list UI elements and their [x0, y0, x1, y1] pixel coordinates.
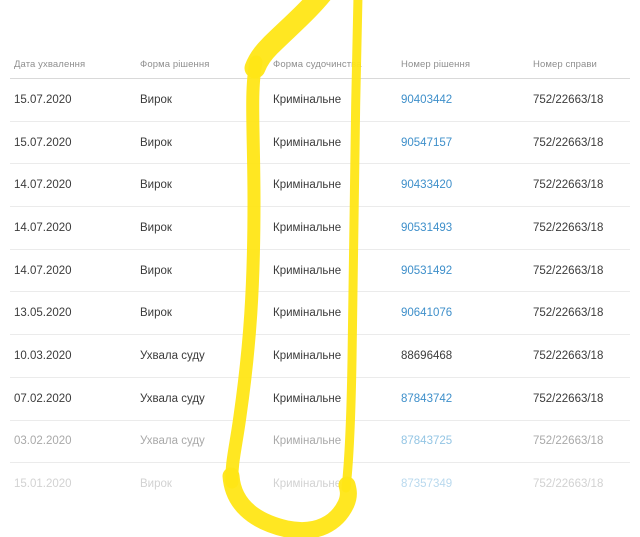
cell-date: 03.02.2020: [14, 435, 72, 448]
cell-proceeding-type: Кримінальне: [273, 435, 342, 448]
cell-decision-form: Вирок: [140, 136, 172, 149]
cell-proceeding-type: Кримінальне: [273, 221, 342, 234]
cell-decision-form: Вирок: [140, 221, 172, 234]
cell-decision-form: Ухвала суду: [140, 349, 205, 362]
cell-date: 15.07.2020: [14, 93, 72, 106]
cell-decision-form: Ухвала суду: [140, 392, 205, 405]
cell-proceeding-type: Кримінальне: [273, 478, 342, 491]
cell-proceeding-type: Кримінальне: [273, 179, 342, 192]
cell-case-number: 752/22663/18: [533, 136, 604, 149]
cell-case-number: 752/22663/18: [533, 435, 604, 448]
column-header-case-number: Номер справи: [533, 58, 597, 70]
cell-decision-form: Вирок: [140, 93, 172, 106]
table-row: 14.07.2020 Вирок Кримінальне 90433420 75…: [10, 164, 630, 208]
cell-decision-form: Вирок: [140, 264, 172, 277]
cell-proceeding-type: Кримінальне: [273, 136, 342, 149]
cell-proceeding-type: Кримінальне: [273, 264, 342, 277]
cell-date: 10.03.2020: [14, 349, 72, 362]
table-row: 15.01.2020 Вирок Кримінальне 87357349 75…: [10, 463, 630, 505]
decision-number-link[interactable]: 90641076: [401, 307, 453, 320]
decisions-table: Дата ухвалення Форма рішення Форма судоч…: [10, 50, 630, 505]
cell-proceeding-type: Кримінальне: [273, 392, 342, 405]
cell-case-number: 752/22663/18: [533, 264, 604, 277]
decision-number-link[interactable]: 90531492: [401, 264, 453, 277]
cell-case-number: 752/22663/18: [533, 349, 604, 362]
table-row: 15.07.2020 Вирок Кримінальне 90403442 75…: [10, 79, 630, 122]
cell-case-number: 752/22663/18: [533, 93, 604, 106]
cell-decision-form: Вирок: [140, 478, 172, 491]
decision-number-link[interactable]: 87357349: [401, 478, 453, 491]
table-row: 14.07.2020 Вирок Кримінальне 90531492 75…: [10, 250, 630, 293]
table-row: 10.03.2020 Ухвала суду Кримінальне 88696…: [10, 335, 630, 378]
table-row: 14.07.2020 Вирок Кримінальне 90531493 75…: [10, 207, 630, 250]
cell-proceeding-type: Кримінальне: [273, 349, 342, 362]
cell-case-number: 752/22663/18: [533, 221, 604, 234]
table-row: 13.05.2020 Вирок Кримінальне 90641076 75…: [10, 292, 630, 336]
decision-number-link[interactable]: 90547157: [401, 136, 453, 149]
cell-date: 14.07.2020: [14, 264, 72, 277]
cell-date: 14.07.2020: [14, 179, 72, 192]
column-header-decision-number: Номер рішення: [401, 58, 471, 70]
decision-number-link[interactable]: 87843742: [401, 392, 453, 405]
cell-date: 14.07.2020: [14, 221, 72, 234]
cell-decision-form: Ухвала суду: [140, 435, 205, 448]
cell-date: 07.02.2020: [14, 392, 72, 405]
column-header-decision-form: Форма рішення: [140, 58, 210, 70]
cell-proceeding-type: Кримінальне: [273, 93, 342, 106]
table-row: 03.02.2020 Ухвала суду Кримінальне 87843…: [10, 421, 630, 464]
cell-case-number: 752/22663/18: [533, 307, 604, 320]
cell-case-number: 752/22663/18: [533, 179, 604, 192]
cell-case-number: 752/22663/18: [533, 478, 604, 491]
column-header-proceeding-type: Форма судочинства: [273, 58, 362, 70]
table-row: 15.07.2020 Вирок Кримінальне 90547157 75…: [10, 122, 630, 165]
cell-case-number: 752/22663/18: [533, 392, 604, 405]
cell-date: 15.01.2020: [14, 478, 72, 491]
decision-number-link[interactable]: 90403442: [401, 93, 453, 106]
decision-number-link[interactable]: 90531493: [401, 221, 453, 234]
column-header-date: Дата ухвалення: [14, 58, 86, 70]
table-row: 07.02.2020 Ухвала суду Кримінальне 87843…: [10, 378, 630, 421]
decision-number-link[interactable]: 90433420: [401, 179, 453, 192]
decision-number-text: 88696468: [401, 349, 453, 362]
cell-decision-form: Вирок: [140, 307, 172, 320]
cell-proceeding-type: Кримінальне: [273, 307, 342, 320]
cell-date: 15.07.2020: [14, 136, 72, 149]
table-header-row: Дата ухвалення Форма рішення Форма судоч…: [10, 50, 630, 79]
cell-decision-form: Вирок: [140, 179, 172, 192]
decision-number-link[interactable]: 87843725: [401, 435, 453, 448]
cell-date: 13.05.2020: [14, 307, 72, 320]
